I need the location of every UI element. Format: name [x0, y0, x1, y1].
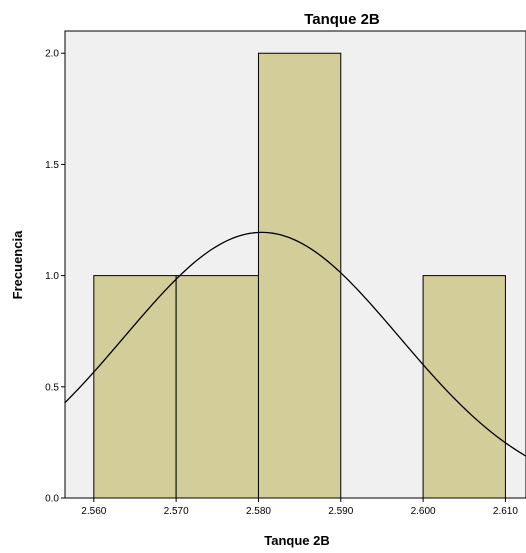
histogram-bar: [422, 275, 506, 499]
x-tick-label: 2.560: [81, 506, 106, 517]
y-tick-label: 1.5: [45, 160, 59, 171]
x-tick-label: 2.610: [493, 506, 518, 517]
y-tick-label: 0.0: [45, 494, 59, 505]
x-tick-label: 2.590: [328, 506, 353, 517]
x-tick-label: 2.600: [411, 506, 436, 517]
y-tick-label: 0.5: [45, 382, 59, 393]
x-axis-label: Tanque 2B: [264, 533, 330, 548]
histogram-bar: [257, 52, 342, 499]
x-tick-label: 2.580: [246, 506, 271, 517]
histogram-bar: [93, 275, 177, 499]
chart-title: Tanque 2B: [304, 11, 380, 28]
histogram-bar: [175, 275, 259, 499]
y-tick-label: 1.0: [45, 271, 59, 282]
y-axis-label: Frecuencia: [10, 230, 25, 299]
x-tick-label: 2.570: [164, 506, 189, 517]
normal-curve: [64, 231, 526, 457]
y-tick-label: 2.0: [45, 49, 59, 60]
